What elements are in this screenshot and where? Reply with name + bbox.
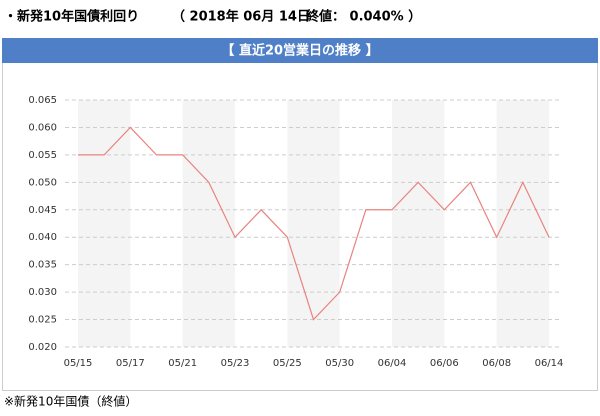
series-line	[78, 126, 550, 321]
band	[78, 100, 131, 347]
y-tick-label: 0.045	[28, 205, 57, 216]
x-tick-label: 05/21	[168, 358, 197, 369]
y-tick-label: 0.040	[28, 232, 57, 243]
y-tick-label: 0.050	[28, 177, 57, 188]
band	[392, 100, 445, 347]
header-title: ・新発10年国債利回り	[4, 9, 139, 25]
chart-title: 【 直近20営業日の推移 】	[221, 43, 378, 59]
band	[287, 100, 340, 347]
x-tick-label: 05/17	[116, 358, 145, 369]
title-bar	[2, 38, 598, 63]
x-tick-label: 05/30	[325, 358, 354, 369]
y-tick-label: 0.065	[28, 95, 57, 106]
header-date: （ 2018年 06月 14日	[172, 9, 310, 25]
y-tick-label: 0.035	[28, 260, 57, 271]
y-tick-label: 0.060	[28, 122, 57, 133]
y-tick-label: 0.025	[28, 315, 57, 326]
x-tick-label: 05/25	[273, 358, 302, 369]
footnote: ※新発10年国債（終値）	[4, 394, 137, 409]
y-tick-label: 0.020	[28, 342, 57, 353]
x-tick-label: 06/08	[482, 358, 511, 369]
x-tick-label: 05/23	[221, 358, 250, 369]
y-tick-label: 0.055	[28, 150, 57, 161]
x-tick-label: 06/14	[535, 358, 564, 369]
y-tick-label: 0.030	[28, 287, 57, 298]
header-close: 終値： 0.040% ）	[306, 9, 421, 25]
x-tick-label: 05/15	[64, 358, 93, 369]
band	[182, 100, 235, 347]
band	[496, 100, 549, 347]
x-tick-label: 06/04	[378, 358, 407, 369]
x-tick-label: 06/06	[430, 358, 459, 369]
